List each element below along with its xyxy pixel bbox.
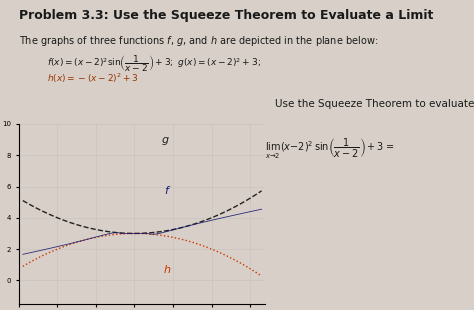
Text: h: h: [164, 264, 171, 275]
Text: g: g: [162, 135, 169, 145]
Text: Problem 3.3: Use the Squeeze Theorem to Evaluate a Limit: Problem 3.3: Use the Squeeze Theorem to …: [19, 9, 433, 22]
Text: Use the Squeeze Theorem to evaluate:: Use the Squeeze Theorem to evaluate:: [275, 99, 474, 109]
Text: f: f: [164, 186, 168, 196]
Text: $f(x) = (x-2)^2\sin\!\left(\dfrac{1}{x-2}\right)+3;\ g(x) = (x-2)^2+3;\ $: $f(x) = (x-2)^2\sin\!\left(\dfrac{1}{x-2…: [47, 53, 261, 73]
Text: The graphs of three functions $f$, $g$, and $h$ are depicted in the plane below:: The graphs of three functions $f$, $g$, …: [19, 34, 378, 48]
Text: $\lim_{x\to 2}(x-2)^2\sin\!\left(\dfrac{1}{x-2}\right)+3=$: $\lim_{x\to 2}(x-2)^2\sin\!\left(\dfrac{…: [265, 136, 395, 161]
Text: $h(x) = -(x-2)^2+3$: $h(x) = -(x-2)^2+3$: [47, 71, 139, 85]
